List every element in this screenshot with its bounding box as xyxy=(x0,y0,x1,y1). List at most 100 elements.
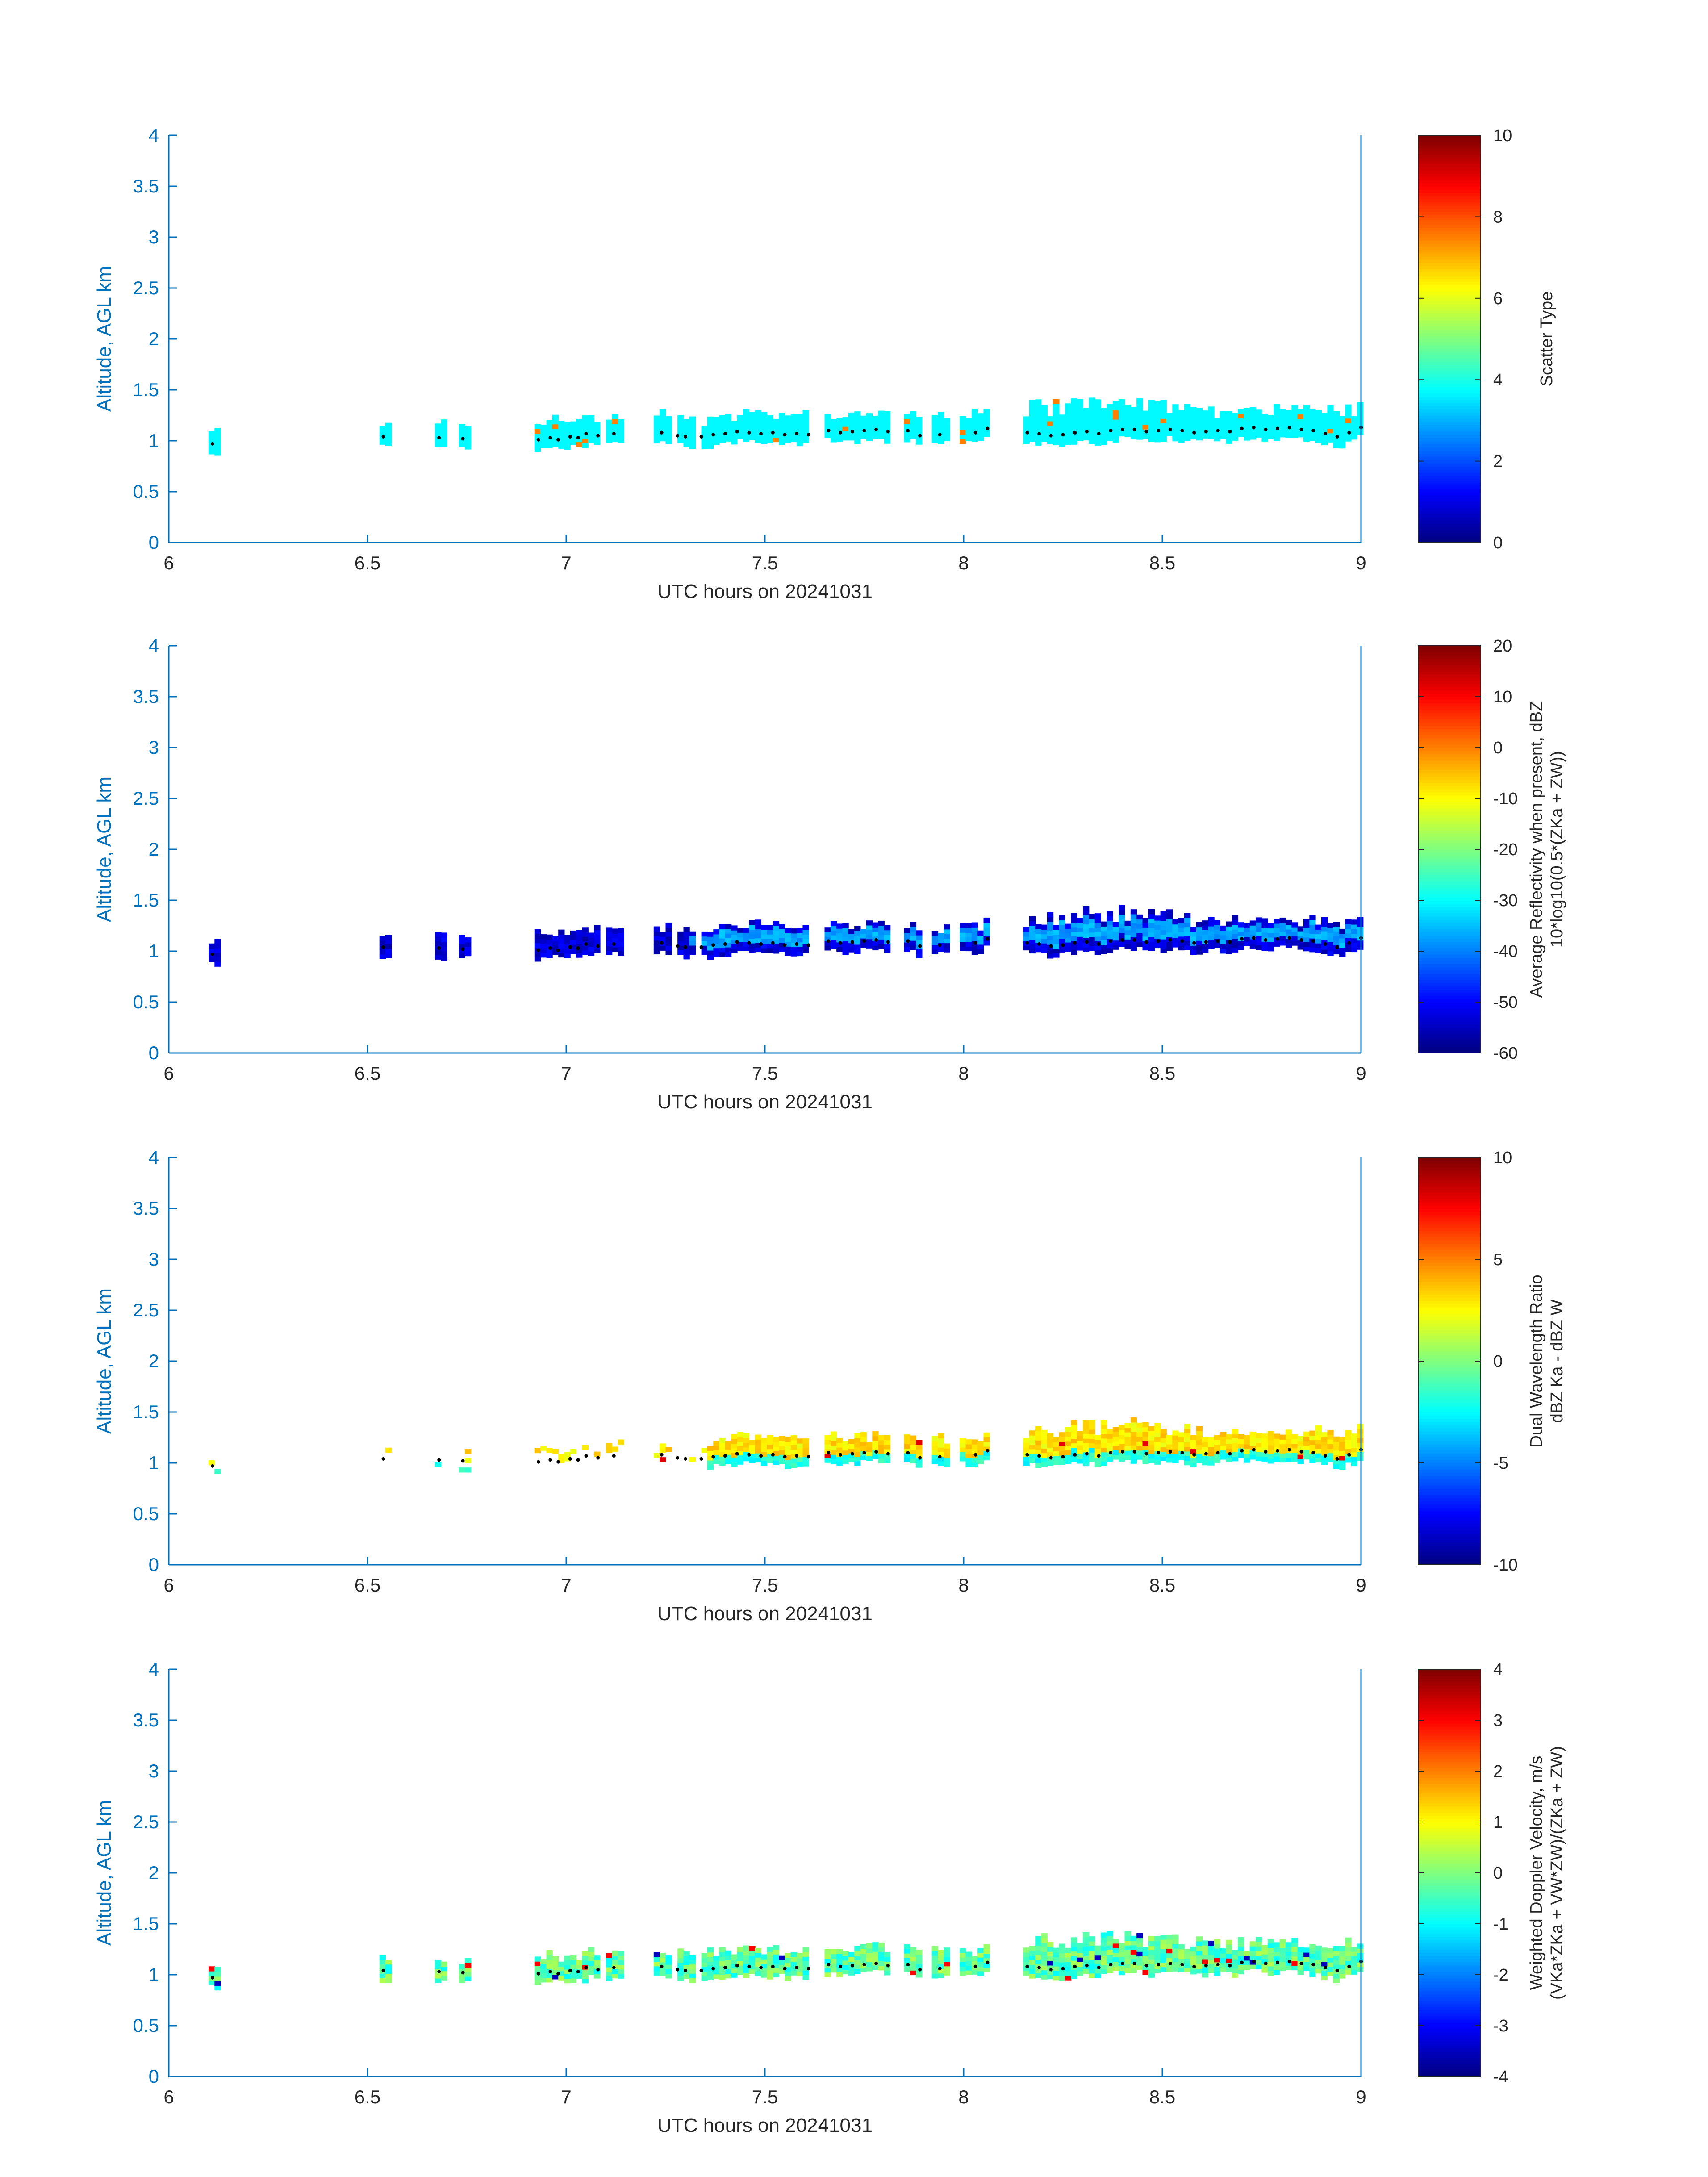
heatmap-cell xyxy=(1208,411,1215,416)
cloud-base-point xyxy=(556,1460,560,1464)
heatmap-cell xyxy=(848,412,855,418)
heatmap-cell xyxy=(872,434,879,439)
cloud-base-point xyxy=(1168,938,1172,942)
heatmap-cell xyxy=(971,409,978,414)
heatmap-cell xyxy=(1327,405,1334,410)
cloud-base-point xyxy=(596,1968,600,1972)
heatmap-cell xyxy=(606,1958,613,1963)
heatmap-cell xyxy=(1094,1435,1101,1440)
heatmap-cell xyxy=(944,427,950,432)
heatmap-cell xyxy=(1196,435,1203,441)
heatmap-cell xyxy=(904,1948,910,1954)
heatmap-cell xyxy=(653,1970,660,1976)
heatmap-cell xyxy=(1107,1954,1113,1960)
colorbar-swatch xyxy=(1418,1930,1481,1934)
heatmap-cell xyxy=(904,1944,910,1949)
heatmap-cell xyxy=(854,434,861,439)
colorbar-swatch xyxy=(1418,871,1481,875)
colorbar-swatch xyxy=(1418,1387,1481,1390)
heatmap-cell xyxy=(916,939,923,945)
heatmap-cell xyxy=(1142,1459,1149,1464)
heatmap-cell xyxy=(1124,1963,1131,1968)
heatmap-cell xyxy=(755,1971,761,1976)
cloud-base-point xyxy=(839,1453,843,1457)
heatmap-cell xyxy=(1148,1458,1155,1463)
colorbar-tick-label: 0 xyxy=(1493,739,1503,757)
colorbar-swatch xyxy=(1418,1895,1481,1899)
heatmap-cell xyxy=(854,944,861,949)
heatmap-cell xyxy=(1357,420,1364,426)
heatmap-cell xyxy=(797,1953,803,1958)
cloud-base-point xyxy=(676,434,680,438)
heatmap-cell xyxy=(1166,1957,1173,1963)
cloud-base-point xyxy=(596,944,600,948)
heatmap-cell xyxy=(1261,1954,1268,1959)
heatmap-cell xyxy=(797,414,803,419)
heatmap-cell xyxy=(1291,927,1298,932)
heatmap-cell xyxy=(1083,1937,1090,1942)
colorbar-swatch xyxy=(1418,661,1481,665)
heatmap-cell xyxy=(1094,922,1101,928)
x-tick-label: 8.5 xyxy=(1149,2086,1175,2107)
heatmap-cell xyxy=(931,1950,939,1956)
heatmap-cell xyxy=(1094,1439,1101,1445)
colorbar-swatch xyxy=(1418,795,1481,799)
cloud-base-point xyxy=(1335,1457,1339,1461)
heatmap-cell xyxy=(1327,1966,1334,1972)
heatmap-cell xyxy=(683,936,690,941)
heatmap-cell xyxy=(1345,1458,1352,1463)
heatmap-cell xyxy=(1041,1970,1048,1975)
colorbar-swatch xyxy=(1418,1441,1481,1445)
heatmap-cell xyxy=(707,1464,714,1470)
heatmap-cell xyxy=(1238,1964,1244,1970)
colorbar-swatch xyxy=(1418,1354,1481,1358)
heatmap-cell xyxy=(1065,417,1072,422)
heatmap-cell xyxy=(558,430,565,435)
heatmap-cell xyxy=(665,425,672,430)
heatmap-cell xyxy=(1136,1947,1143,1952)
heatmap-cell xyxy=(878,930,885,935)
heatmap-cell xyxy=(1232,426,1239,432)
cloud-base-point xyxy=(795,1966,799,1970)
heatmap-cell xyxy=(1303,1445,1310,1450)
heatmap-cell xyxy=(1041,934,1048,939)
heatmap-cell xyxy=(1160,1451,1167,1457)
heatmap-cell xyxy=(731,435,738,440)
heatmap-cell xyxy=(214,948,221,953)
cloud-base-point xyxy=(795,1454,799,1458)
heatmap-cell xyxy=(1059,1948,1065,1954)
heatmap-cell xyxy=(1244,1964,1250,1970)
heatmap-cell xyxy=(1244,1439,1250,1445)
heatmap-cell xyxy=(802,1965,809,1971)
heatmap-cell xyxy=(1285,1438,1292,1444)
heatmap-cell xyxy=(1208,1964,1215,1969)
heatmap-cell xyxy=(1119,942,1125,947)
heatmap-cell xyxy=(1244,435,1250,441)
heatmap-cell xyxy=(1208,1940,1215,1946)
cloud-base-point xyxy=(676,1968,680,1972)
heatmap-cell xyxy=(1029,925,1036,931)
heatmap-cell xyxy=(1089,941,1095,947)
heatmap-cell xyxy=(1315,410,1322,416)
heatmap-cell xyxy=(830,921,837,927)
heatmap-cell xyxy=(767,1960,773,1966)
heatmap-cell xyxy=(1274,919,1280,924)
colorbar-swatch xyxy=(1418,1428,1481,1432)
heatmap-cell xyxy=(653,940,660,945)
heatmap-cell xyxy=(785,1962,791,1968)
heatmap-cell xyxy=(1119,413,1125,418)
heatmap-cell xyxy=(1124,1936,1131,1941)
heatmap-cell xyxy=(1315,1444,1322,1449)
heatmap-cell xyxy=(971,436,978,442)
heatmap-cell xyxy=(1059,1432,1065,1437)
heatmap-cell xyxy=(1041,1947,1048,1952)
heatmap-cell xyxy=(1101,1932,1107,1938)
heatmap-cell xyxy=(564,1973,571,1979)
heatmap-cell xyxy=(1196,412,1203,418)
heatmap-cell xyxy=(612,428,618,433)
y-tick-label: 0.5 xyxy=(133,481,159,502)
heatmap-cell xyxy=(1232,947,1239,953)
colorbar-swatch xyxy=(1418,731,1481,735)
colorbar-swatch xyxy=(1418,1514,1481,1517)
heatmap-cell xyxy=(944,1966,950,1971)
